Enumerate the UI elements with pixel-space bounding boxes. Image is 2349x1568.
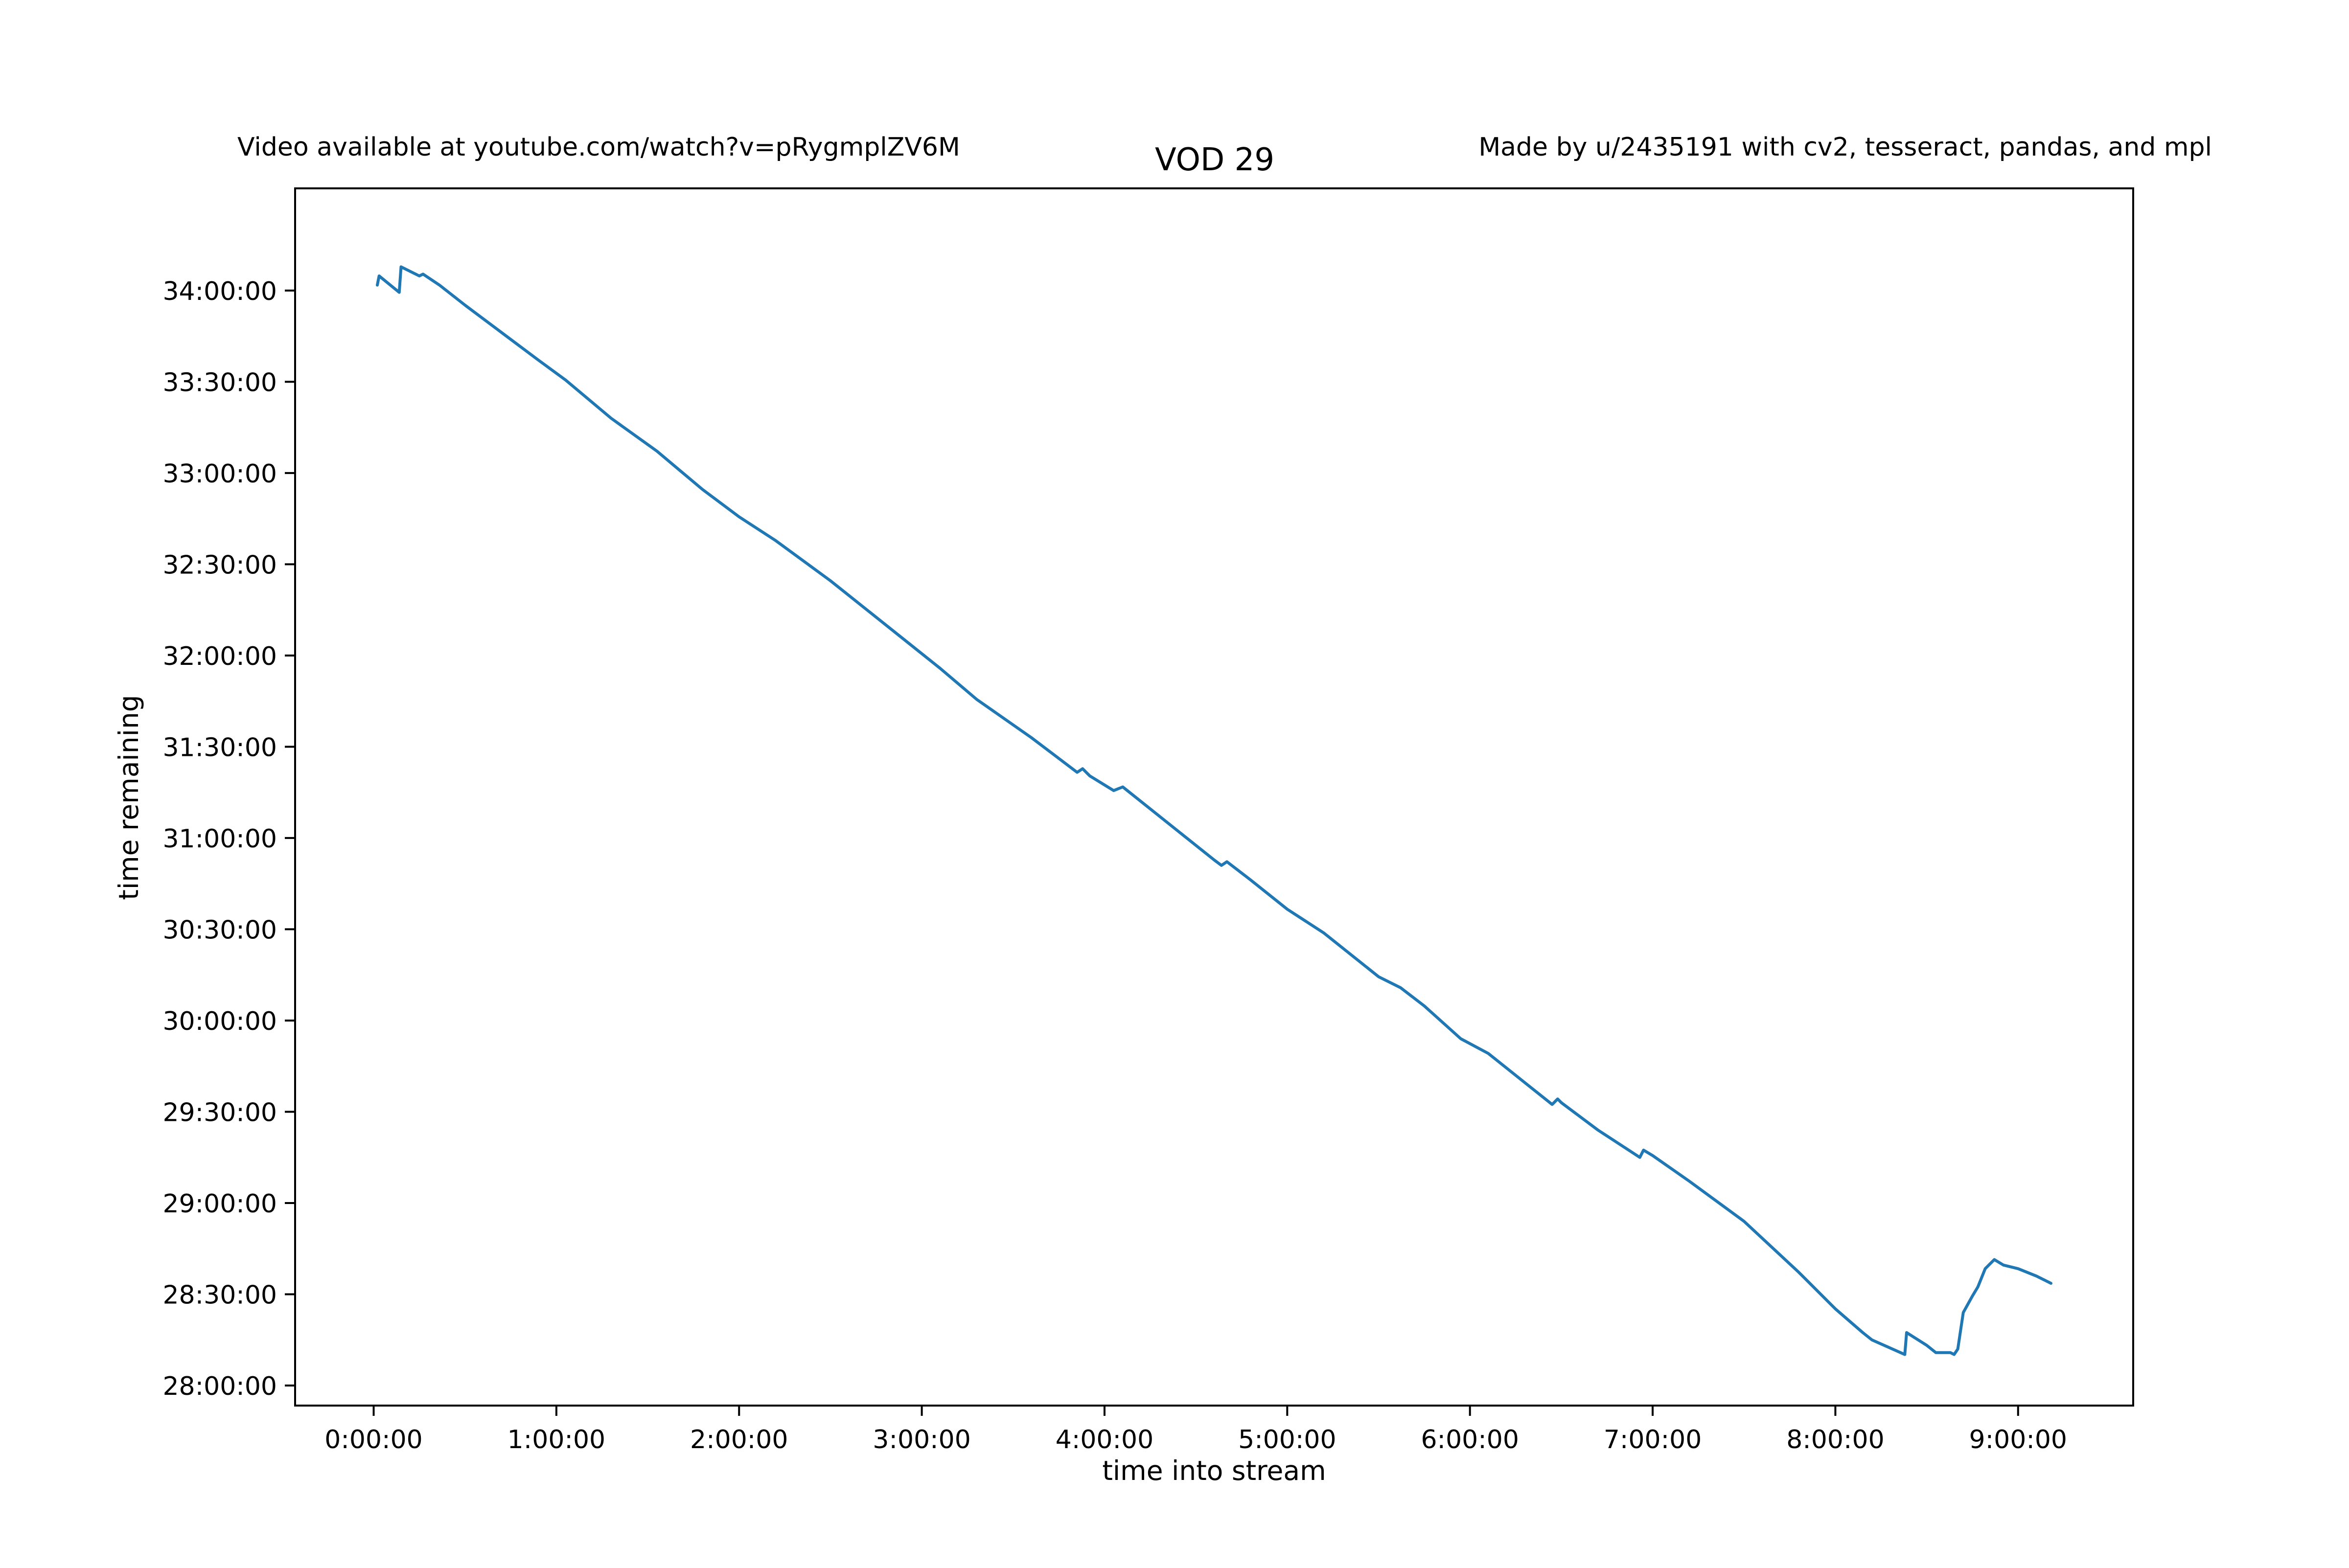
left-note: Video available at youtube.com/watch?v=p… <box>237 133 960 162</box>
y-tick-label: 31:00:00 <box>162 824 277 854</box>
y-axis-ticks: 28:00:00 28:30:00 29:00:00 29:30:00 30:00:00… <box>162 277 295 1401</box>
x-tick-label: 0:00:00 <box>324 1425 422 1454</box>
series-line <box>376 265 2052 1356</box>
y-tick-label: 34:00:00 <box>162 277 277 306</box>
x-tick-label: 1:00:00 <box>507 1425 605 1454</box>
x-tick-label: 5:00:00 <box>1238 1425 1336 1454</box>
chart-title: VOD 29 <box>1155 142 1274 178</box>
right-note: Made by u/2435191 with cv2, tesseract, p… <box>1478 133 2212 162</box>
y-tick-label: 30:30:00 <box>162 915 277 945</box>
y-tick-label: 29:00:00 <box>162 1189 277 1219</box>
x-axis-label: time into stream <box>1102 1455 1326 1486</box>
series-layer <box>376 265 2052 1356</box>
x-tick-label: 9:00:00 <box>1969 1425 2067 1454</box>
x-tick-label: 2:00:00 <box>690 1425 788 1454</box>
x-axis-ticks: 0:00:00 1:00:00 2:00:00 3:00:00 4:00:00 5:00:… <box>324 1406 2067 1454</box>
x-tick-label: 3:00:00 <box>873 1425 970 1454</box>
y-tick-label: 31:30:00 <box>162 733 277 762</box>
x-tick-label: 7:00:00 <box>1604 1425 1702 1454</box>
y-tick-label: 32:00:00 <box>162 642 277 671</box>
x-tick-label: 8:00:00 <box>1786 1425 1884 1454</box>
y-tick-label: 33:30:00 <box>162 368 277 397</box>
y-tick-label: 28:30:00 <box>162 1280 277 1310</box>
y-tick-label: 33:00:00 <box>162 459 277 489</box>
x-tick-label: 4:00:00 <box>1056 1425 1153 1454</box>
y-tick-label: 30:00:00 <box>162 1007 277 1036</box>
y-tick-label: 29:30:00 <box>162 1098 277 1127</box>
y-tick-label: 28:00:00 <box>162 1372 277 1401</box>
y-tick-label: 32:30:00 <box>162 550 277 580</box>
y-axis-label: time remaining <box>113 695 144 900</box>
plot-area-frame <box>294 187 2134 1407</box>
x-tick-label: 6:00:00 <box>1421 1425 1519 1454</box>
